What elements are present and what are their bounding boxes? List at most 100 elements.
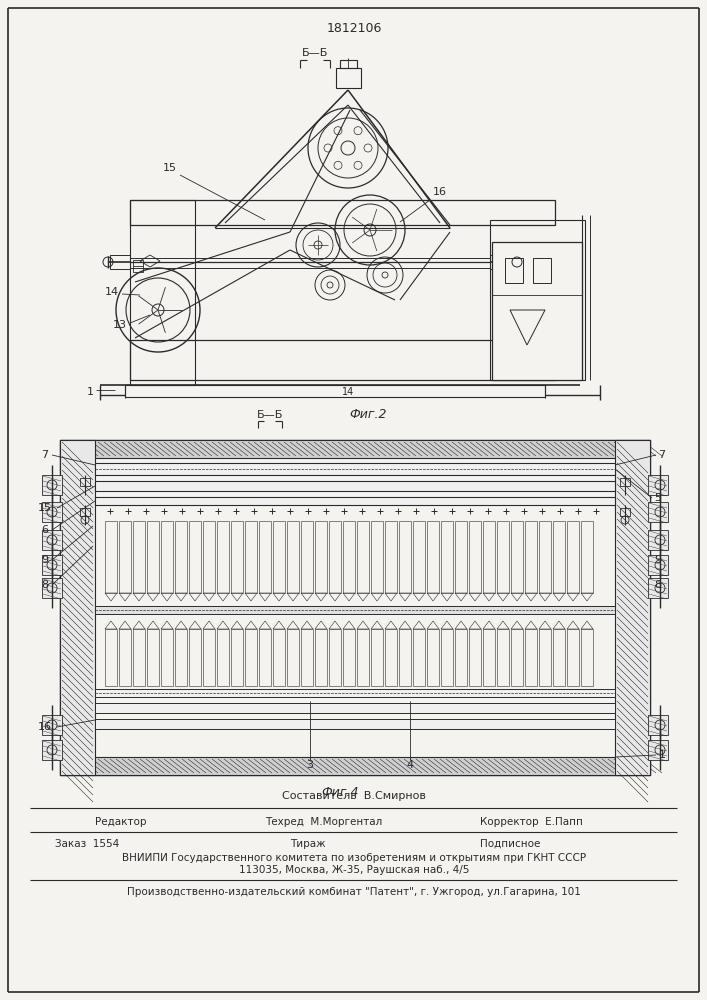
Bar <box>133 260 143 272</box>
Bar <box>203 521 215 593</box>
Bar <box>119 629 131 686</box>
Bar <box>455 521 467 593</box>
Text: 13: 13 <box>113 320 127 330</box>
Bar <box>130 340 555 380</box>
Bar <box>245 629 257 686</box>
Bar <box>95 481 615 491</box>
Bar <box>259 521 271 593</box>
Text: 7: 7 <box>42 450 49 460</box>
Bar <box>648 715 668 735</box>
Bar <box>340 60 357 68</box>
Bar <box>42 715 62 735</box>
Bar <box>385 521 397 593</box>
Bar <box>231 629 243 686</box>
Bar <box>385 629 397 686</box>
Bar <box>60 440 95 775</box>
Text: 9: 9 <box>42 555 49 565</box>
Bar <box>525 521 537 593</box>
Bar <box>175 629 187 686</box>
Bar <box>161 521 173 593</box>
Text: 1: 1 <box>86 387 93 397</box>
Text: Заказ  1554: Заказ 1554 <box>55 839 119 849</box>
Bar <box>483 629 495 686</box>
Bar <box>615 440 650 775</box>
Bar <box>42 530 62 550</box>
Bar <box>95 497 615 505</box>
Bar <box>95 606 615 614</box>
Bar <box>483 521 495 593</box>
Text: Б—Б: Б—Б <box>257 410 284 420</box>
Bar <box>427 629 439 686</box>
Text: 4: 4 <box>407 760 414 770</box>
Bar <box>287 521 299 593</box>
Bar <box>119 521 131 593</box>
Bar <box>189 521 201 593</box>
Bar <box>60 440 650 458</box>
Text: Техред  М.Моргентал: Техред М.Моргентал <box>265 817 382 827</box>
Bar <box>231 521 243 593</box>
Bar <box>553 629 565 686</box>
Text: 14: 14 <box>105 287 119 297</box>
Text: Редактор: Редактор <box>95 817 146 827</box>
Bar <box>490 255 510 269</box>
Bar <box>539 629 551 686</box>
Bar <box>553 521 565 593</box>
Text: 9: 9 <box>655 555 662 565</box>
Bar <box>648 530 668 550</box>
Text: 7: 7 <box>658 450 665 460</box>
Text: Подписное: Подписное <box>480 839 540 849</box>
Bar <box>133 521 145 593</box>
Bar <box>533 258 551 283</box>
Bar <box>259 629 271 686</box>
Bar <box>273 629 285 686</box>
Bar <box>511 521 523 593</box>
Text: Тираж: Тираж <box>290 839 326 849</box>
Text: 14: 14 <box>342 387 354 397</box>
Bar <box>147 629 159 686</box>
Bar <box>648 502 668 522</box>
Text: 113035, Москва, Ж-35, Раушская наб., 4/5: 113035, Москва, Ж-35, Раушская наб., 4/5 <box>239 865 469 875</box>
Bar <box>567 629 579 686</box>
Bar <box>130 200 555 225</box>
Bar <box>455 629 467 686</box>
Bar <box>315 521 327 593</box>
Bar <box>95 719 615 729</box>
Bar <box>42 502 62 522</box>
Bar <box>371 629 383 686</box>
Text: 5: 5 <box>655 493 662 503</box>
Bar <box>42 555 62 575</box>
Bar <box>130 200 195 385</box>
Text: Фиг.4: Фиг.4 <box>321 786 358 800</box>
Bar <box>42 578 62 598</box>
Bar <box>80 508 90 516</box>
Bar <box>60 440 650 775</box>
Bar <box>371 521 383 593</box>
Bar <box>203 629 215 686</box>
Text: 8: 8 <box>42 580 49 590</box>
Bar <box>511 629 523 686</box>
Bar <box>60 757 650 775</box>
Text: 16: 16 <box>38 722 52 732</box>
Bar <box>217 521 229 593</box>
Bar <box>301 521 313 593</box>
Bar <box>441 521 453 593</box>
Text: ВНИИПИ Государственного комитета по изобретениям и открытиям при ГКНТ СССР: ВНИИПИ Государственного комитета по изоб… <box>122 853 586 863</box>
Text: 6: 6 <box>42 525 49 535</box>
Bar <box>105 629 117 686</box>
Text: Составитель  В.Смирнов: Составитель В.Смирнов <box>282 791 426 801</box>
Bar <box>133 629 145 686</box>
Text: 1: 1 <box>658 750 665 760</box>
Text: 3: 3 <box>307 760 313 770</box>
Bar <box>469 521 481 593</box>
Bar <box>336 68 361 88</box>
Bar <box>343 629 355 686</box>
Bar <box>329 521 341 593</box>
Bar <box>95 689 615 697</box>
Bar <box>357 629 369 686</box>
Bar <box>441 629 453 686</box>
Bar <box>329 629 341 686</box>
Bar <box>620 508 630 516</box>
Bar <box>413 629 425 686</box>
Bar <box>95 703 615 713</box>
Bar <box>161 629 173 686</box>
